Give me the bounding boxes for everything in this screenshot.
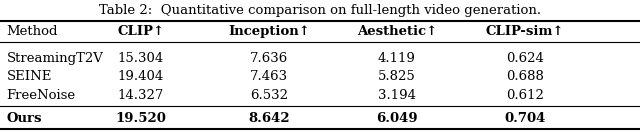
- Text: 14.327: 14.327: [118, 89, 164, 102]
- Text: StreamingT2V: StreamingT2V: [6, 52, 103, 65]
- Text: CLIP-sim↑: CLIP-sim↑: [486, 25, 564, 38]
- Text: 0.688: 0.688: [506, 70, 544, 83]
- Text: FreeNoise: FreeNoise: [6, 89, 76, 102]
- Text: 0.704: 0.704: [504, 112, 545, 125]
- Text: 6.532: 6.532: [250, 89, 288, 102]
- Text: Table 2:  Quantitative comparison on full-length video generation.: Table 2: Quantitative comparison on full…: [99, 4, 541, 17]
- Text: Inception↑: Inception↑: [228, 25, 310, 38]
- Text: 0.612: 0.612: [506, 89, 544, 102]
- Text: 7.636: 7.636: [250, 52, 288, 65]
- Text: 19.520: 19.520: [115, 112, 166, 125]
- Text: Ours: Ours: [6, 112, 42, 125]
- Text: 7.463: 7.463: [250, 70, 288, 83]
- Text: 15.304: 15.304: [118, 52, 164, 65]
- Text: 8.642: 8.642: [248, 112, 290, 125]
- Text: 0.624: 0.624: [506, 52, 544, 65]
- Text: CLIP↑: CLIP↑: [117, 25, 164, 38]
- Text: 3.194: 3.194: [378, 89, 416, 102]
- Text: 4.119: 4.119: [378, 52, 416, 65]
- Text: 19.404: 19.404: [118, 70, 164, 83]
- Text: Method: Method: [6, 25, 58, 38]
- Text: Aesthetic↑: Aesthetic↑: [356, 25, 437, 38]
- Text: 6.049: 6.049: [376, 112, 418, 125]
- Text: SEINE: SEINE: [6, 70, 52, 83]
- Text: 5.825: 5.825: [378, 70, 415, 83]
